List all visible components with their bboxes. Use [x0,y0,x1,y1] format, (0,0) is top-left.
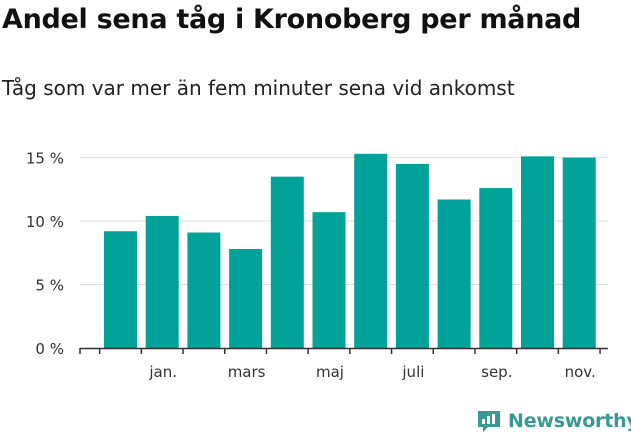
y-tick-label: 5 % [35,277,64,295]
newsworthy-logo: Newsworthy [476,408,631,434]
bar-feb [187,232,221,348]
y-tick-label: 10 % [26,213,64,231]
bar-nov [562,157,596,348]
x-tick-label: mars [228,363,266,381]
bars [104,153,596,348]
y-tick-labels: 0 % 5 % 10 % 15 % [26,150,64,358]
x-tick-label: nov. [565,363,596,381]
x-tick-label: juli [401,363,424,381]
bar-aug [437,199,471,348]
chart-subtitle: Tåg som var mer än fem minuter sena vid … [2,76,515,100]
x-tick-label: jan. [148,363,177,381]
bar-maj [312,212,346,348]
bar-juli [395,163,429,348]
bar-juni [354,153,388,348]
bar-jan [145,216,179,348]
bar-okt [521,156,554,348]
x-axis [79,347,608,354]
x-tick-labels: jan. mars maj juli sep. nov. [148,363,595,381]
brand-name: Newsworthy [508,410,631,432]
chart-title: Andel sena tåg i Kronoberg per månad [2,4,582,35]
x-tick-label: sep. [481,363,512,381]
y-tick-label: 15 % [26,150,64,168]
y-tick-label: 0 % [35,340,64,358]
newsworthy-icon [478,411,500,432]
bar-mars [229,249,263,348]
bar-dec [104,231,137,348]
bar-sep [479,188,513,348]
x-tick-label: maj [316,363,344,381]
bar-apr [270,176,304,348]
